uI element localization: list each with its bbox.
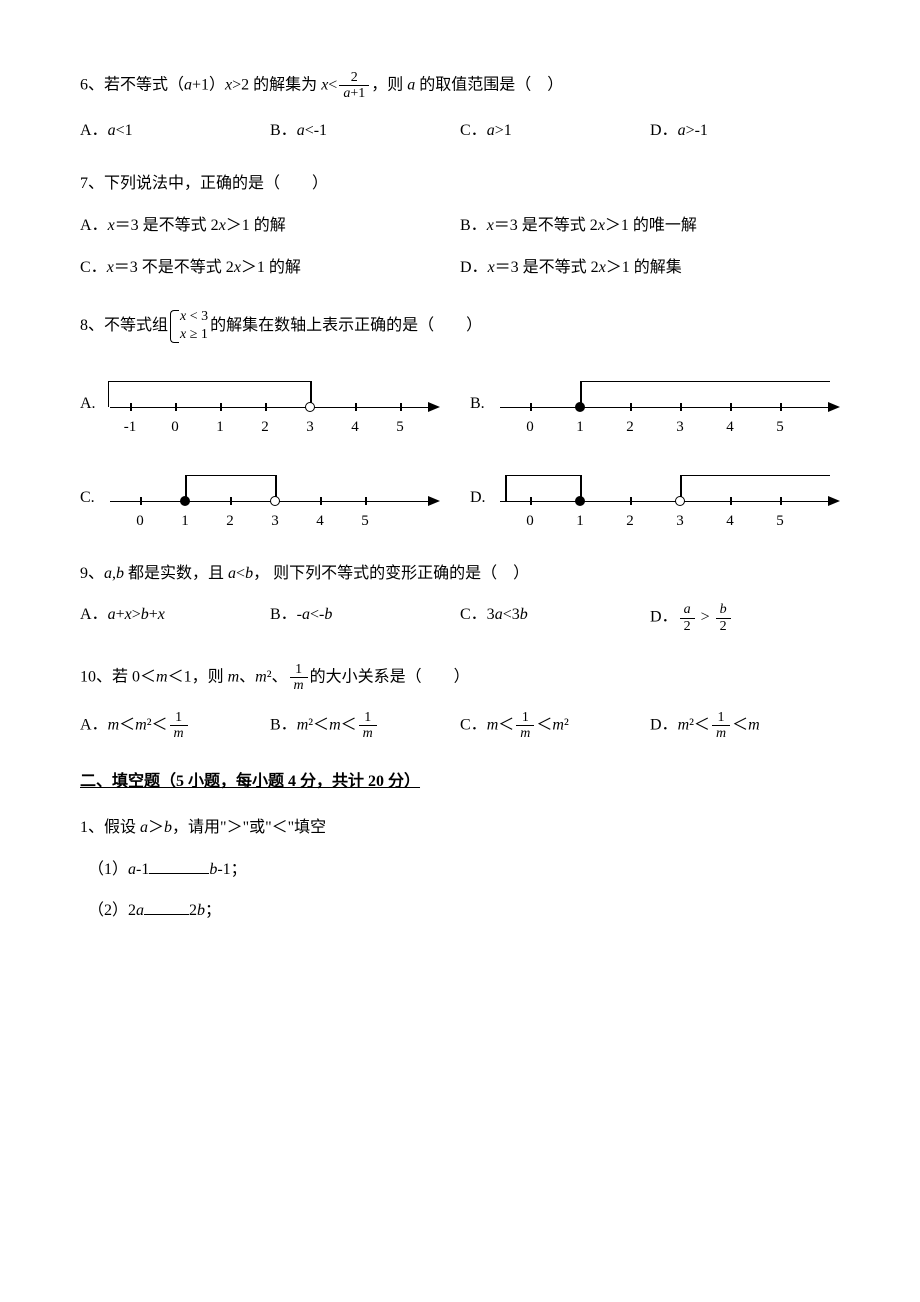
question-7: 7、下列说法中，正确的是（ ） A．x＝3 是不等式 2x＞1 的解 B．x＝3… — [80, 171, 840, 280]
blank-input[interactable] — [144, 898, 189, 915]
option-a: A．m＜m²＜1m — [80, 710, 270, 742]
q6-options: A．a<1 B．a<-1 C．a>1 D．a>-1 — [80, 118, 840, 144]
question-6: 6、若不等式（a+1）x>2 的解集为 x<2a+1，则 a 的取值范围是（ ）… — [80, 70, 840, 143]
text: 6、若不等式（ — [80, 77, 184, 94]
numberline-a: -1012345 — [110, 369, 440, 439]
section-2-title: 二、填空题（5 小题，每小题 4 分，共计 20 分） — [80, 769, 840, 795]
q7-options-2: C．x＝3 不是不等式 2x＞1 的解 D．x＝3 是不等式 2x＞1 的解集 — [80, 255, 840, 281]
q8-row2: C. 012345 D. 012345 — [80, 463, 840, 533]
q10-options: A．m＜m²＜1m B．m²＜m＜1m C．m＜1m＜m² D．m²＜1m＜m — [80, 710, 840, 742]
fill-question-1: 1、假设 a＞b，请用"＞"或"＜"填空 （1）a-1b-1； （2）2a2b； — [80, 815, 840, 924]
fraction: 2a+1 — [339, 70, 369, 102]
text: 的取值范围是（ ） — [415, 77, 563, 94]
option-d: D．m²＜1m＜m — [650, 710, 840, 742]
option-d: D．a2 > b2 — [650, 602, 840, 634]
option-c: C．3a<3b — [460, 602, 650, 634]
option-c: C．m＜1m＜m² — [460, 710, 650, 742]
question-9: 9、a,b 都是实数，且 a<b， 则下列不等式的变形正确的是（ ） A．a+x… — [80, 561, 840, 634]
numberline-d: 012345 — [500, 463, 840, 533]
option-b: B．a<-1 — [270, 118, 460, 144]
option-label-a: A. — [80, 391, 110, 417]
numberline-c: 012345 — [110, 463, 440, 533]
fq1-sub2: （2）2a2b； — [80, 898, 840, 924]
option-label-d: D. — [470, 485, 500, 511]
text: 8、不等式组 — [80, 317, 168, 334]
text: >2 的解集为 — [232, 77, 321, 94]
q6-stem: 6、若不等式（a+1）x>2 的解集为 x<2a+1，则 a 的取值范围是（ ） — [80, 70, 840, 102]
option-a: A．x＝3 是不等式 2x＞1 的解 — [80, 213, 460, 239]
option-c: C．a>1 — [460, 118, 650, 144]
option-b: B．x＝3 是不等式 2x＞1 的唯一解 — [460, 213, 840, 239]
option-label-c: C. — [80, 485, 110, 511]
option-c: C．x＝3 不是不等式 2x＞1 的解 — [80, 255, 460, 281]
option-b: B．-a<-b — [270, 602, 460, 634]
fq1-sub1: （1）a-1b-1； — [80, 857, 840, 883]
text: ，则 — [371, 77, 407, 94]
text: +1） — [192, 77, 225, 94]
option-a: A．a+x>b+x — [80, 602, 270, 634]
text: < — [328, 77, 337, 94]
option-label-b: B. — [470, 391, 500, 417]
option-a: A．a<1 — [80, 118, 270, 144]
option-b: B．m²＜m＜1m — [270, 710, 460, 742]
fq1-stem: 1、假设 a＞b，请用"＞"或"＜"填空 — [80, 815, 840, 841]
q7-options-1: A．x＝3 是不等式 2x＞1 的解 B．x＝3 是不等式 2x＞1 的唯一解 — [80, 213, 840, 239]
q9-options: A．a+x>b+x B．-a<-b C．3a<3b D．a2 > b2 — [80, 602, 840, 634]
question-8: 8、不等式组x < 3x ≥ 1的解集在数轴上表示正确的是（ ） A. -101… — [80, 308, 840, 532]
denominator: a+1 — [339, 86, 369, 101]
q10-stem: 10、若 0＜m＜1，则 m、m²、1m的大小关系是（ ） — [80, 662, 840, 694]
brace-system: x < 3x ≥ 1 — [170, 308, 208, 344]
q8-row1: A. -1012345 B. 012345 — [80, 369, 840, 439]
numerator: 2 — [339, 70, 369, 86]
blank-input[interactable] — [149, 857, 209, 874]
q9-stem: 9、a,b 都是实数，且 a<b， 则下列不等式的变形正确的是（ ） — [80, 561, 840, 587]
option-d: D．x＝3 是不等式 2x＞1 的解集 — [460, 255, 840, 281]
q8-stem: 8、不等式组x < 3x ≥ 1的解集在数轴上表示正确的是（ ） — [80, 308, 840, 344]
option-d: D．a>-1 — [650, 118, 840, 144]
numberline-b: 012345 — [500, 369, 840, 439]
text: 的解集在数轴上表示正确的是（ ） — [210, 317, 482, 334]
question-10: 10、若 0＜m＜1，则 m、m²、1m的大小关系是（ ） A．m＜m²＜1m … — [80, 662, 840, 742]
q7-stem: 7、下列说法中，正确的是（ ） — [80, 171, 840, 197]
